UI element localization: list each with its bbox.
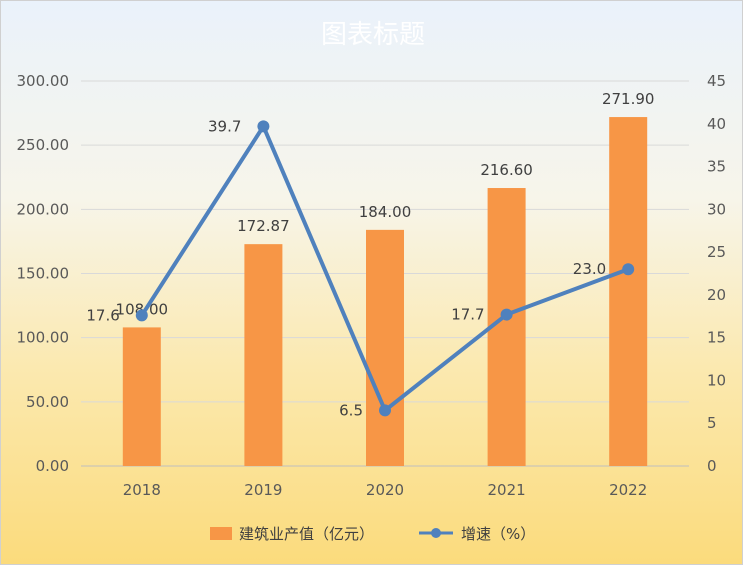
category-label: 2020	[366, 481, 404, 499]
right-tick-label: 35	[707, 158, 726, 176]
left-tick-label: 0.00	[36, 457, 69, 475]
left-tick-label: 300.00	[17, 72, 70, 90]
category-label: 2021	[488, 481, 526, 499]
line-series: 17.6 39.7 6.5 17.7 23.0	[86, 117, 635, 419]
line-point	[379, 404, 391, 417]
line-data-label: 17.7	[451, 306, 484, 324]
x-axis-categories: 2018 2019 2020 2021 2022	[123, 481, 648, 499]
line-point	[500, 308, 513, 321]
line-point	[135, 309, 148, 322]
legend-bar-label: 建筑业产值（亿元）	[239, 525, 374, 543]
right-tick-label: 30	[707, 200, 726, 218]
right-tick-label: 20	[707, 286, 726, 304]
line-data-label: 39.7	[208, 117, 241, 135]
line-data-label: 23.0	[573, 260, 606, 278]
line-point	[257, 120, 270, 133]
left-y-axis: 0.00 50.00 100.00 150.00 200.00 250.00 300.00	[17, 72, 70, 475]
right-tick-label: 45	[707, 72, 726, 90]
left-tick-label: 150.00	[17, 265, 70, 283]
category-label: 2018	[123, 481, 161, 499]
bar	[244, 244, 283, 466]
chart-title: 图表标题	[321, 20, 425, 50]
legend-line-label: 增速（%）	[461, 525, 535, 543]
legend: 建筑业产值（亿元） 增速（%）	[210, 525, 535, 543]
line-data-label: 17.6	[86, 306, 119, 324]
legend-line-marker	[431, 528, 441, 538]
right-tick-label: 15	[707, 329, 726, 347]
category-label: 2019	[244, 481, 282, 499]
right-tick-label: 0	[707, 457, 717, 475]
left-tick-label: 250.00	[17, 136, 70, 154]
right-tick-label: 25	[707, 243, 726, 261]
line-data-label: 6.5	[339, 401, 363, 419]
right-y-axis: 0 5 10 15 20 25 30 35 40 45	[707, 72, 726, 475]
bar-data-label: 172.87	[237, 217, 290, 235]
category-label: 2022	[609, 481, 647, 499]
bar-data-label: 271.90	[602, 90, 655, 108]
bar	[609, 117, 648, 466]
bar-data-label: 184.00	[359, 203, 412, 221]
right-tick-label: 5	[707, 414, 717, 432]
right-tick-label: 40	[707, 115, 726, 133]
bar-series: 108.00 172.87 184.00 216.60 271.90	[116, 90, 655, 466]
line-point	[622, 263, 635, 276]
bar	[122, 327, 161, 466]
bar-data-label: 216.60	[480, 161, 533, 179]
left-tick-label: 100.00	[17, 329, 70, 347]
left-tick-label: 50.00	[26, 393, 69, 411]
left-tick-label: 200.00	[17, 200, 70, 218]
right-tick-label: 10	[707, 371, 726, 389]
bar	[366, 229, 404, 466]
bar-data-label: 108.00	[116, 300, 169, 318]
legend-bar-swatch	[210, 527, 232, 540]
